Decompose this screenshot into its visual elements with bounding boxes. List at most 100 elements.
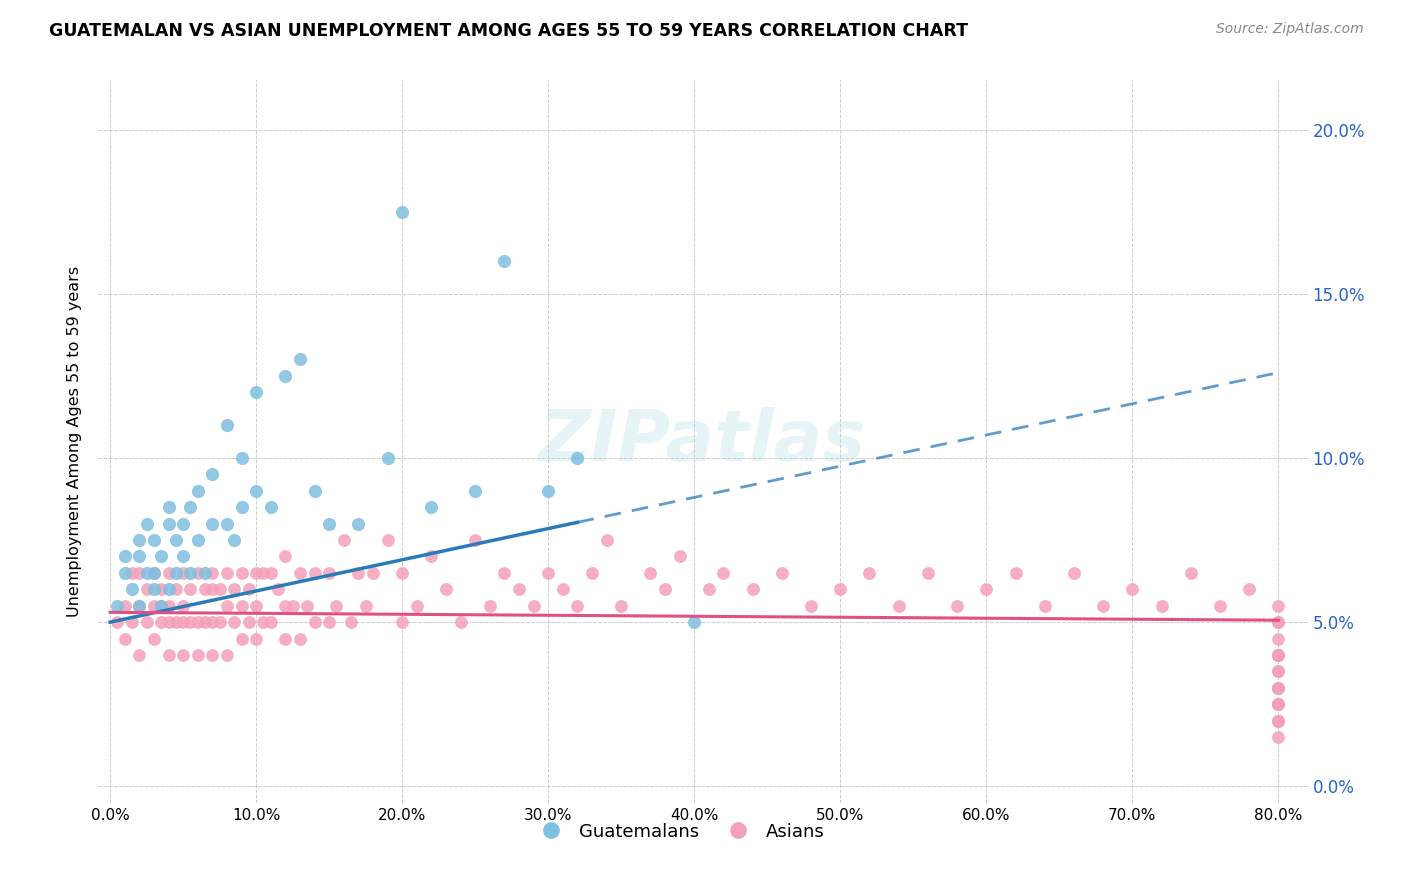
Point	[1267, 714, 1289, 728]
Point	[121, 615, 143, 630]
Point	[420, 549, 443, 564]
Point	[208, 582, 231, 597]
Point	[377, 533, 399, 547]
Point	[215, 516, 238, 531]
Point	[238, 582, 260, 597]
Point	[150, 599, 173, 613]
Point	[231, 500, 253, 515]
Point	[288, 352, 311, 367]
Point	[974, 582, 997, 597]
Point	[179, 615, 201, 630]
Point	[157, 500, 180, 515]
Point	[114, 566, 136, 580]
Point	[464, 483, 486, 498]
Point	[537, 483, 560, 498]
Point	[274, 599, 297, 613]
Point	[114, 599, 136, 613]
Point	[157, 566, 180, 580]
Point	[260, 500, 283, 515]
Point	[668, 549, 690, 564]
Point	[1267, 698, 1289, 712]
Point	[347, 516, 370, 531]
Point	[405, 599, 427, 613]
Point	[135, 516, 157, 531]
Point	[1063, 566, 1085, 580]
Point	[238, 615, 260, 630]
Point	[114, 549, 136, 564]
Point	[297, 599, 319, 613]
Point	[135, 582, 157, 597]
Point	[1267, 681, 1289, 695]
Point	[595, 533, 617, 547]
Point	[121, 582, 143, 597]
Point	[1267, 730, 1289, 744]
Point	[494, 566, 516, 580]
Point	[245, 632, 267, 646]
Point	[770, 566, 793, 580]
Point	[1267, 681, 1289, 695]
Point	[231, 566, 253, 580]
Point	[567, 450, 589, 465]
Point	[194, 566, 217, 580]
Point	[434, 582, 457, 597]
Point	[215, 418, 238, 433]
Point	[215, 566, 238, 580]
Point	[1092, 599, 1115, 613]
Point	[245, 566, 267, 580]
Point	[858, 566, 880, 580]
Point	[1267, 665, 1289, 679]
Point	[1267, 648, 1289, 662]
Text: Source: ZipAtlas.com: Source: ZipAtlas.com	[1216, 22, 1364, 37]
Point	[172, 648, 194, 662]
Point	[201, 516, 224, 531]
Point	[1033, 599, 1056, 613]
Point	[1237, 582, 1260, 597]
Point	[128, 599, 150, 613]
Point	[1150, 599, 1173, 613]
Point	[157, 648, 180, 662]
Point	[128, 566, 150, 580]
Point	[1267, 648, 1289, 662]
Point	[347, 566, 370, 580]
Point	[107, 615, 129, 630]
Point	[201, 582, 224, 597]
Point	[494, 253, 516, 268]
Point	[1267, 698, 1289, 712]
Point	[1267, 681, 1289, 695]
Point	[201, 467, 224, 482]
Point	[245, 385, 267, 400]
Point	[1267, 714, 1289, 728]
Point	[887, 599, 910, 613]
Point	[1267, 615, 1289, 630]
Point	[135, 615, 157, 630]
Point	[581, 566, 603, 580]
Point	[332, 533, 354, 547]
Point	[1267, 714, 1289, 728]
Point	[187, 615, 209, 630]
Point	[464, 533, 486, 547]
Point	[172, 566, 194, 580]
Point	[208, 615, 231, 630]
Point	[172, 615, 194, 630]
Point	[683, 615, 706, 630]
Point	[1267, 648, 1289, 662]
Point	[172, 599, 194, 613]
Point	[551, 582, 574, 597]
Point	[917, 566, 939, 580]
Point	[179, 500, 201, 515]
Point	[128, 549, 150, 564]
Point	[187, 533, 209, 547]
Point	[640, 566, 662, 580]
Point	[318, 516, 340, 531]
Text: GUATEMALAN VS ASIAN UNEMPLOYMENT AMONG AGES 55 TO 59 YEARS CORRELATION CHART: GUATEMALAN VS ASIAN UNEMPLOYMENT AMONG A…	[49, 22, 969, 40]
Point	[267, 582, 290, 597]
Point	[201, 615, 224, 630]
Point	[165, 582, 187, 597]
Point	[377, 450, 399, 465]
Point	[231, 632, 253, 646]
Point	[800, 599, 823, 613]
Point	[304, 615, 326, 630]
Point	[830, 582, 852, 597]
Point	[1267, 681, 1289, 695]
Point	[610, 599, 633, 613]
